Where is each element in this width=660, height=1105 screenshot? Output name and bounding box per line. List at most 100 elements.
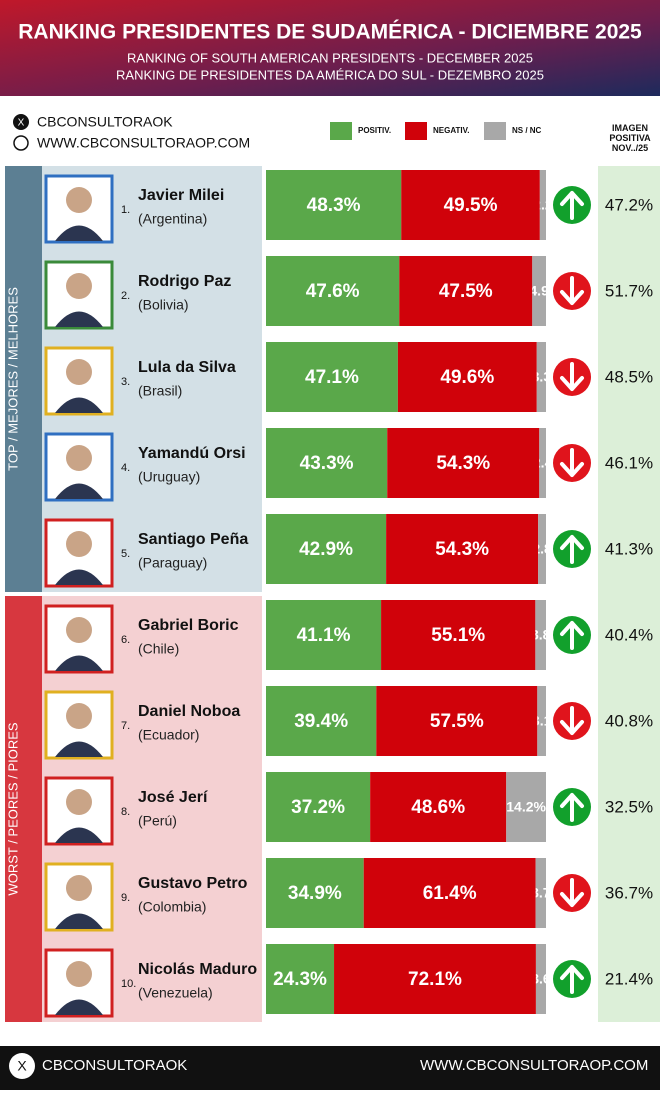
bar-label: 3.8 (531, 627, 551, 643)
country: (Bolivia) (138, 297, 189, 313)
subtitle: RANKING OF SOUTH AMERICAN PRESIDENTS - D… (127, 50, 533, 65)
country: (Uruguay) (138, 469, 200, 485)
rank: 1. (121, 204, 130, 216)
bar-label: 54.3% (435, 539, 489, 560)
bar-label: 55.1% (431, 625, 485, 646)
bar-segment (535, 944, 546, 1014)
rank: 5. (121, 548, 130, 560)
rank: 2. (121, 290, 130, 302)
handle: CBCONSULTORAOK (37, 114, 173, 130)
legend-label: NS / NC (512, 126, 542, 135)
previous-value: 40.4% (605, 625, 653, 644)
group-label: TOP / MEJORES / MELHORES (5, 287, 20, 471)
trend-arrow (560, 276, 584, 305)
previous-value: 32.5% (605, 797, 653, 816)
title: RANKING PRESIDENTES DE SUDAMÉRICA - DICI… (18, 21, 642, 44)
bar-label: 48.6% (411, 797, 465, 818)
bar-label: 34.9% (288, 883, 342, 904)
header-bg (0, 0, 660, 96)
bar-label: 42.9% (299, 539, 353, 560)
rank: 8. (121, 806, 130, 818)
group-strip (5, 166, 42, 592)
bar-segment (506, 772, 546, 842)
country: (Ecuador) (138, 727, 199, 743)
bar-label: 3.1 (532, 713, 552, 729)
photo-head (66, 359, 92, 385)
footer-handle: CBCONSULTORAOK (42, 1057, 187, 1074)
legend-label: POSITIV. (358, 126, 391, 135)
bar-segment (266, 428, 388, 498)
bar-segment (386, 514, 539, 584)
bar-segment (266, 858, 364, 928)
photo-head (66, 875, 92, 901)
previous-panel (598, 166, 660, 1022)
legend-label: NEGATIV. (433, 126, 469, 135)
rank: 4. (121, 462, 130, 474)
bar-label: 39.4% (294, 711, 348, 732)
x-icon-glyph: X (17, 1058, 27, 1074)
bar-label: 2.2 (533, 197, 553, 213)
name: Yamandú Orsi (138, 445, 246, 462)
bar-segment (266, 256, 400, 326)
legend-swatch (484, 122, 506, 140)
rank: 9. (121, 892, 130, 904)
bar-label: 3.7 (531, 885, 551, 901)
trend-arrow (560, 191, 584, 220)
trend-arrow (560, 878, 584, 907)
name: Nicolás Maduro (138, 961, 257, 978)
group-strip (5, 596, 42, 1022)
trend-arrow (560, 706, 584, 735)
trend-arrow (560, 793, 584, 822)
photo-body (55, 225, 103, 241)
name: Gabriel Boric (138, 617, 239, 634)
bar-segment (539, 428, 546, 498)
bar-label: 24.3% (273, 969, 327, 990)
photo-head (66, 187, 92, 213)
bar-segment (266, 514, 387, 584)
bar-label: 43.3% (300, 453, 354, 474)
website: WWW.CBCONSULTORAOP.COM (37, 135, 250, 151)
bar-segment (535, 600, 546, 670)
bar-label: 3.3 (532, 369, 552, 385)
previous-value: 51.7% (605, 281, 653, 300)
bar-segment (532, 256, 546, 326)
footer-bg (0, 1046, 660, 1090)
photo-head (66, 531, 92, 557)
x-icon-glyph: X (18, 118, 25, 129)
name: Javier Milei (138, 187, 224, 204)
bar-label: 48.3% (307, 195, 361, 216)
rank: 7. (121, 720, 130, 732)
bar-segment (266, 342, 398, 412)
previous-value: 40.8% (605, 711, 653, 730)
previous-value: 46.1% (605, 453, 653, 472)
bar-label: 47.6% (306, 281, 360, 302)
country: (Perú) (138, 813, 177, 829)
country: (Chile) (138, 641, 179, 657)
photo-body (55, 827, 103, 843)
bar-label: 4.9 (529, 283, 549, 299)
name: Santiago Peña (138, 531, 248, 548)
bar-segment (536, 342, 546, 412)
bar-segment (387, 428, 540, 498)
bar-label: 47.1% (305, 367, 359, 388)
group-label: WORST / PEORES / PIORES (5, 722, 20, 895)
bar-label: 3.6 (531, 971, 551, 987)
photo-body (55, 311, 103, 327)
x-icon (9, 1053, 35, 1079)
country: (Argentina) (138, 211, 207, 227)
bar-label: 2.4 (533, 455, 553, 471)
photo-head (66, 961, 92, 987)
legend-swatch (330, 122, 352, 140)
bar-label: 49.6% (440, 367, 494, 388)
bar-segment (334, 944, 536, 1014)
trend-arrow (560, 965, 584, 994)
name: Rodrigo Paz (138, 273, 231, 290)
photo-body (55, 483, 103, 499)
bar-segment (370, 772, 507, 842)
country: (Venezuela) (138, 985, 213, 1001)
bar-label: 41.1% (297, 625, 351, 646)
previous-value: 41.3% (605, 539, 653, 558)
name: Gustavo Petro (138, 875, 248, 892)
photo-body (55, 569, 103, 585)
